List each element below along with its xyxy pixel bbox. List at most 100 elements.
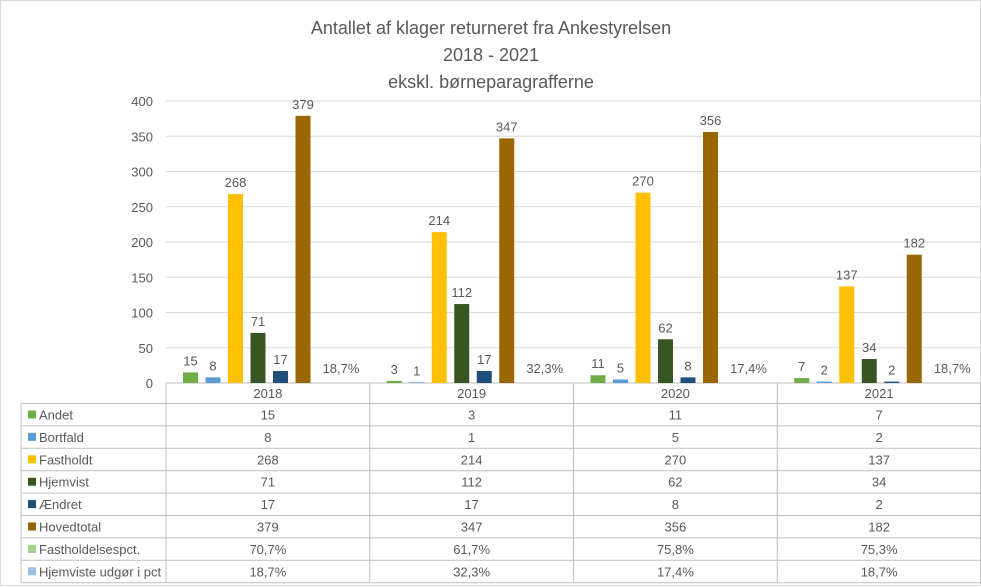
- table-cell: 3: [468, 408, 475, 423]
- pct-point-label: 32,3%: [526, 361, 563, 376]
- table-cell: 268: [257, 452, 279, 467]
- bar-Ændret-2021: [884, 381, 900, 383]
- bar-Hjemvist-2019: [454, 304, 470, 383]
- y-tick-label: 0: [146, 376, 153, 391]
- series-name: Hjemvist: [39, 475, 89, 490]
- y-axis: 0 50 100 150 200 250 300 350 400: [131, 94, 153, 391]
- table-cell: 356: [665, 520, 687, 535]
- legend-key: [28, 455, 36, 464]
- bar-Hovedtotal-2021: [906, 254, 922, 383]
- table-cell: 5: [672, 430, 679, 445]
- table-cell: 15: [261, 408, 275, 423]
- y-tick-label: 350: [131, 129, 153, 144]
- legend-key: [28, 410, 36, 419]
- bar-Fastholdt-2021: [839, 286, 855, 383]
- data-label: 268: [225, 175, 247, 190]
- y-tick-label: 150: [131, 270, 153, 285]
- bar-Bortfald-2020: [613, 379, 628, 383]
- x-category-label: 2018: [253, 386, 282, 401]
- data-label: 2: [821, 363, 828, 378]
- table-cell: 32,3%: [453, 564, 490, 579]
- table-cell: 17: [261, 497, 275, 512]
- data-label: 17: [273, 352, 287, 367]
- data-label: 71: [251, 314, 265, 329]
- bar-Ændret-2020: [680, 377, 696, 383]
- table-cell: 34: [872, 475, 886, 490]
- legend-key: [28, 567, 36, 576]
- bar-Bortfald-2021: [816, 381, 832, 383]
- data-label: 112: [451, 285, 472, 300]
- table-cell: 2: [876, 497, 883, 512]
- bar-Ændret-2019: [476, 371, 492, 383]
- pct-point-label: 17,4%: [730, 361, 767, 376]
- gridlines: [166, 100, 981, 384]
- bar-Bortfald-2018: [205, 377, 221, 383]
- chart-title-line-2: 2018 - 2021: [443, 45, 539, 65]
- table-cell: 7: [876, 408, 883, 423]
- bar-Andet-2020: [590, 375, 606, 383]
- data-label: 17: [477, 352, 491, 367]
- series-name: Andet: [39, 408, 73, 423]
- data-label: 379: [292, 97, 314, 112]
- data-label: 11: [591, 356, 605, 371]
- table-cell: 61,7%: [453, 542, 490, 557]
- table-cell: 137: [868, 452, 890, 467]
- data-label: 270: [632, 174, 654, 189]
- data-label: 137: [836, 267, 858, 282]
- bar-Andet-2019: [386, 380, 402, 383]
- bar-Hovedtotal-2020: [703, 132, 718, 383]
- data-label: 8: [684, 358, 691, 373]
- table-cell: 379: [257, 520, 279, 535]
- legend-key: [28, 477, 36, 486]
- bar-Ændret-2018: [273, 371, 288, 383]
- table-cell: 8: [264, 430, 271, 445]
- bars: [183, 115, 922, 384]
- table-cell: 18,7%: [249, 564, 286, 579]
- x-category-label: 2021: [865, 386, 894, 401]
- x-category-label: 2020: [661, 386, 690, 401]
- data-label: 356: [700, 113, 722, 128]
- y-tick-label: 200: [131, 235, 153, 250]
- pct-point-label: 18,7%: [323, 361, 360, 376]
- data-label: 5: [617, 360, 624, 375]
- table-cell: 2: [876, 430, 883, 445]
- table-cell: 1: [468, 430, 475, 445]
- data-label: 182: [903, 236, 925, 251]
- y-tick-label: 250: [131, 200, 153, 215]
- legend-key: [28, 500, 36, 509]
- bar-Fastholdt-2018: [228, 194, 243, 383]
- table-cell: 70,7%: [249, 542, 286, 557]
- chart-title: Antallet af klager returneret fra Ankest…: [311, 18, 671, 92]
- table-cell: 75,8%: [657, 542, 694, 557]
- data-label: 214: [428, 213, 450, 228]
- table-cell: 8: [672, 497, 679, 512]
- table-cell: 17: [464, 497, 478, 512]
- data-label: 2: [888, 363, 895, 378]
- data-label: 34: [862, 340, 876, 355]
- data-label: 1: [413, 363, 420, 378]
- legend-key: [28, 432, 36, 441]
- series-name: Hjemviste udgør i pct: [39, 564, 161, 579]
- series-name: Ændret: [39, 497, 82, 512]
- bar-Hjemvist-2018: [250, 332, 266, 383]
- table-cell: 75,3%: [861, 542, 898, 557]
- legend-key: [28, 544, 36, 553]
- table-cell: 71: [261, 475, 275, 490]
- data-label: 347: [496, 119, 518, 134]
- bar-Fastholdt-2019: [431, 232, 447, 383]
- data-label: 62: [658, 320, 672, 335]
- bar-Fastholdt-2020: [635, 192, 651, 383]
- series-name: Fastholdelsespct.: [39, 542, 140, 557]
- table-cell: 62: [668, 475, 682, 490]
- x-category-label: 2019: [457, 386, 486, 401]
- data-label: 7: [798, 359, 805, 374]
- table-cell: 214: [461, 452, 483, 467]
- data-label: 15: [183, 353, 197, 368]
- y-tick-label: 400: [131, 94, 153, 109]
- table-cell: 270: [665, 452, 687, 467]
- bar-Hjemvist-2021: [861, 359, 877, 383]
- bar-Hjemvist-2020: [658, 339, 673, 383]
- bar-Andet-2021: [794, 378, 810, 383]
